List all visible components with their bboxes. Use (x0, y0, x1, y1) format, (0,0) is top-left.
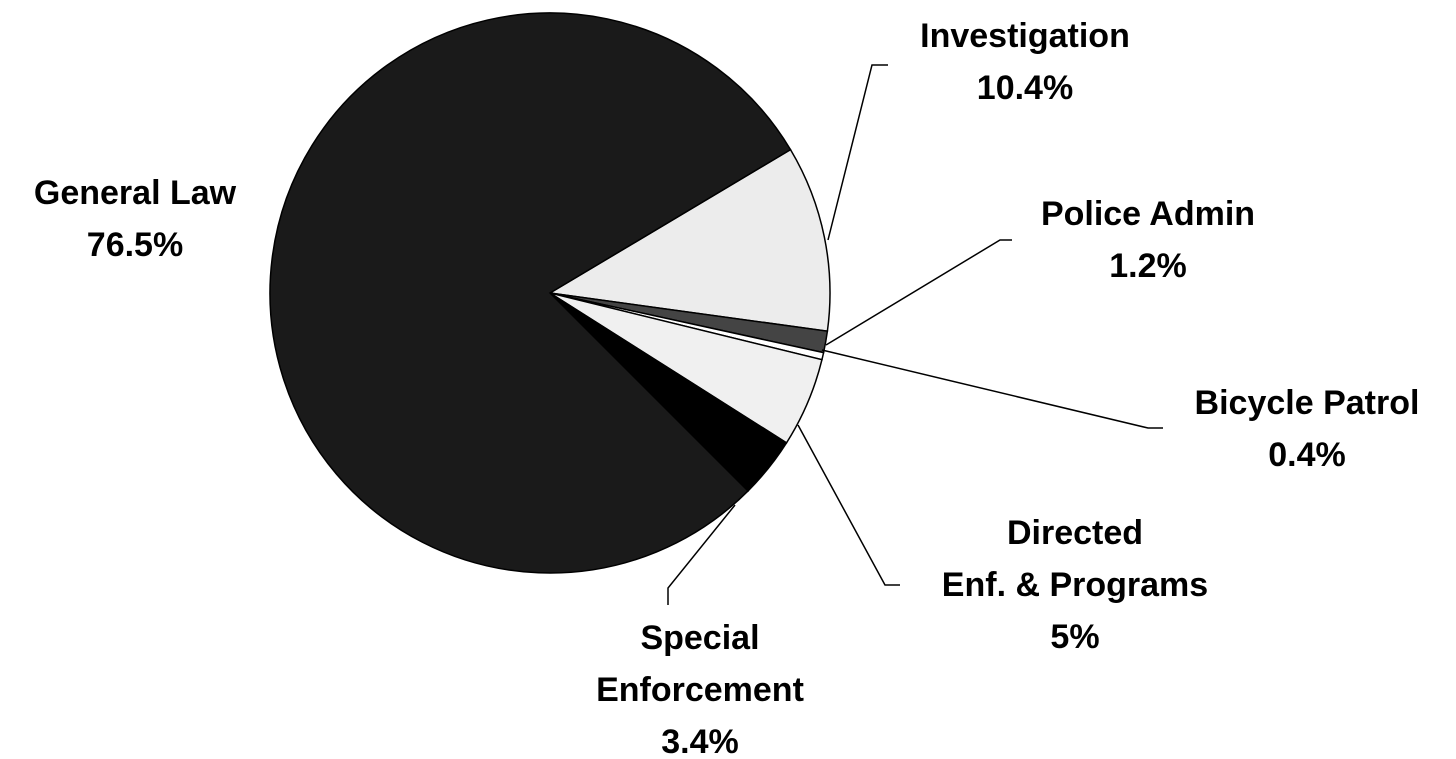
leader-line (821, 349, 1163, 429)
leader-line (797, 424, 900, 586)
slice-label: Investigation (920, 17, 1130, 55)
slice-value-label: 3.4% (661, 723, 739, 759)
leader-line (825, 239, 1012, 346)
pie-slice (269, 12, 792, 574)
pie-slice (547, 148, 831, 333)
slice-value-label: 1.2% (1109, 247, 1187, 285)
slice-label: Bicycle Patrol (1195, 384, 1420, 422)
slice-value-label: 5% (1050, 618, 1099, 656)
slice-value-label: 76.5% (87, 226, 183, 264)
slice-label: Enforcement (596, 671, 804, 709)
slice-value-label: 10.4% (977, 69, 1073, 107)
slice-label: Police Admin (1041, 195, 1255, 233)
slice-value-label: 0.4% (1268, 436, 1346, 474)
leader-line (667, 504, 736, 605)
slice-label: Directed (1007, 514, 1143, 552)
slice-label: Special (640, 619, 759, 657)
slice-label: General Law (34, 174, 237, 212)
slice-label: Enf. & Programs (942, 566, 1208, 604)
leader-line (827, 64, 888, 241)
